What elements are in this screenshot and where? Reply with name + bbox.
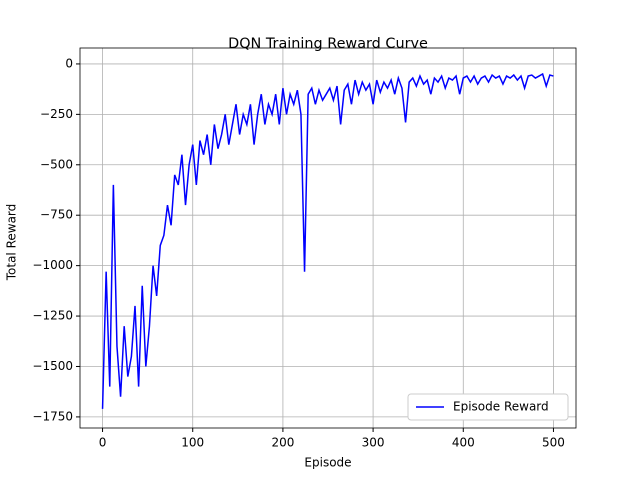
- chart-title: DQN Training Reward Curve: [228, 36, 428, 52]
- y-tick-label: −250: [40, 107, 73, 121]
- plot-frame: [79, 47, 577, 429]
- y-tick-label: −500: [40, 157, 73, 171]
- y-tick-label: −1750: [32, 409, 73, 423]
- y-tick-label: 0: [65, 56, 73, 70]
- legend-label: Episode Reward: [453, 400, 549, 414]
- legend-box: [407, 393, 569, 421]
- x-tick-label: 300: [362, 436, 385, 450]
- y-axis-label: Total Reward: [5, 204, 19, 282]
- x-axis-label: Episode: [304, 456, 351, 470]
- y-tick-label: −1250: [32, 309, 73, 323]
- x-tick-label: 200: [271, 436, 294, 450]
- x-tick-label: 500: [542, 436, 565, 450]
- x-tick-label: 400: [452, 436, 475, 450]
- line-series: [101, 72, 554, 409]
- x-tick-label: 100: [181, 436, 204, 450]
- y-tick-label: −1500: [32, 359, 73, 373]
- y-tick-label: −1000: [32, 258, 73, 272]
- x-tick-label: 0: [99, 436, 107, 450]
- y-tick-label: −750: [40, 208, 73, 222]
